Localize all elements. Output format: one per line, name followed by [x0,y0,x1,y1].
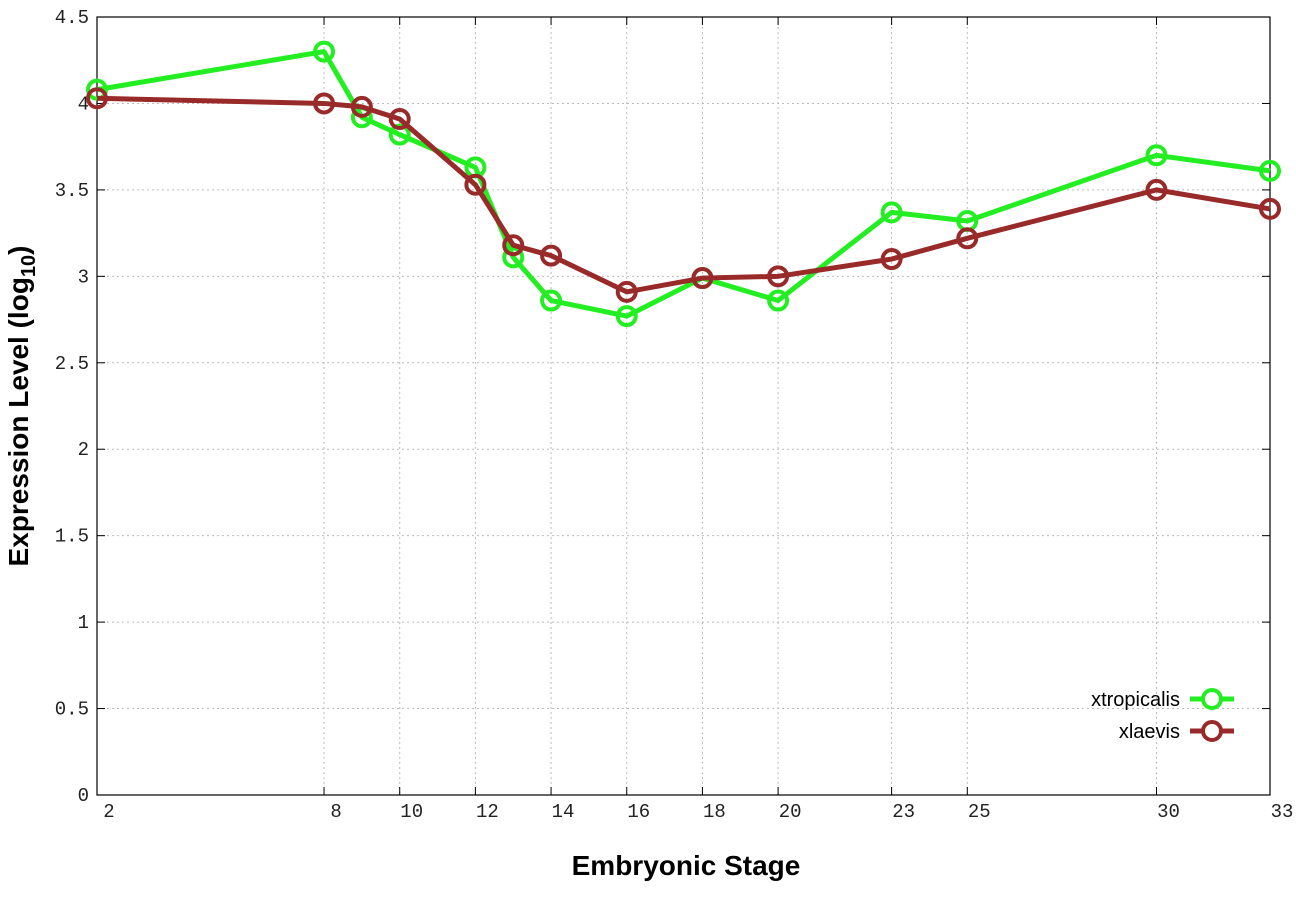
series-line [96,49,1271,319]
x-tick-label: 33 [1271,801,1294,823]
data-point [767,265,790,288]
x-tick-label: 10 [400,801,423,823]
data-point [880,201,903,224]
y-tick-label: 3 [78,266,89,288]
data-point [540,289,563,312]
plot-frame [96,16,1271,796]
x-tick-label: 25 [968,801,991,823]
legend-label: xlaevis [1119,721,1180,743]
y-tick-label: 4.5 [55,7,89,29]
y-axis-label-text: Expression Level (log [3,277,34,566]
y-tick-label: 0 [78,785,89,807]
legend-marker [1201,688,1223,710]
x-tick-label: 8 [330,801,341,823]
data-point [502,246,525,269]
legend-label: xtropicalis [1091,689,1180,711]
x-tick-label: 2 [103,801,114,823]
data-point [313,92,336,115]
data-point [86,87,108,110]
y-tick-label: 1 [78,612,89,634]
data-point [691,267,714,290]
data-point [767,289,790,312]
series-line [96,95,1271,295]
data-point [1145,178,1168,201]
x-tick-label: 12 [476,801,499,823]
x-tick-label: 23 [892,801,915,823]
y-tick-label: 3.5 [55,180,89,202]
y-tick-label: 0.5 [55,699,89,721]
data-point [1259,197,1281,220]
y-tick-label: 2 [78,439,89,461]
y-axis-label-subscript: 10 [18,255,40,277]
legend-marker [1201,720,1223,742]
x-tick-label: 14 [552,801,575,823]
data-point [388,108,411,131]
x-tick-label: 20 [779,801,802,823]
x-tick-label: 16 [627,801,650,823]
x-tick-label: 30 [1157,801,1180,823]
data-point [540,244,563,267]
data-point [1259,159,1281,182]
y-tick-label: 4 [78,93,89,115]
data-point [464,173,487,196]
data-point [388,123,411,146]
data-point [615,305,638,328]
y-axis-label-suffix: ) [3,246,34,255]
data-point [956,227,979,250]
data-point [615,280,638,303]
y-tick-label: 1.5 [55,526,89,548]
data-point [502,234,525,257]
x-axis-label: Embryonic Stage [572,850,801,881]
x-tick-label: 18 [703,801,726,823]
y-axis-label: Expression Level (log10) [3,246,40,567]
data-point [350,95,373,118]
y-tick-label: 2.5 [55,353,89,375]
data-point [1145,144,1168,167]
data-point [313,40,336,63]
data-point [880,248,903,271]
